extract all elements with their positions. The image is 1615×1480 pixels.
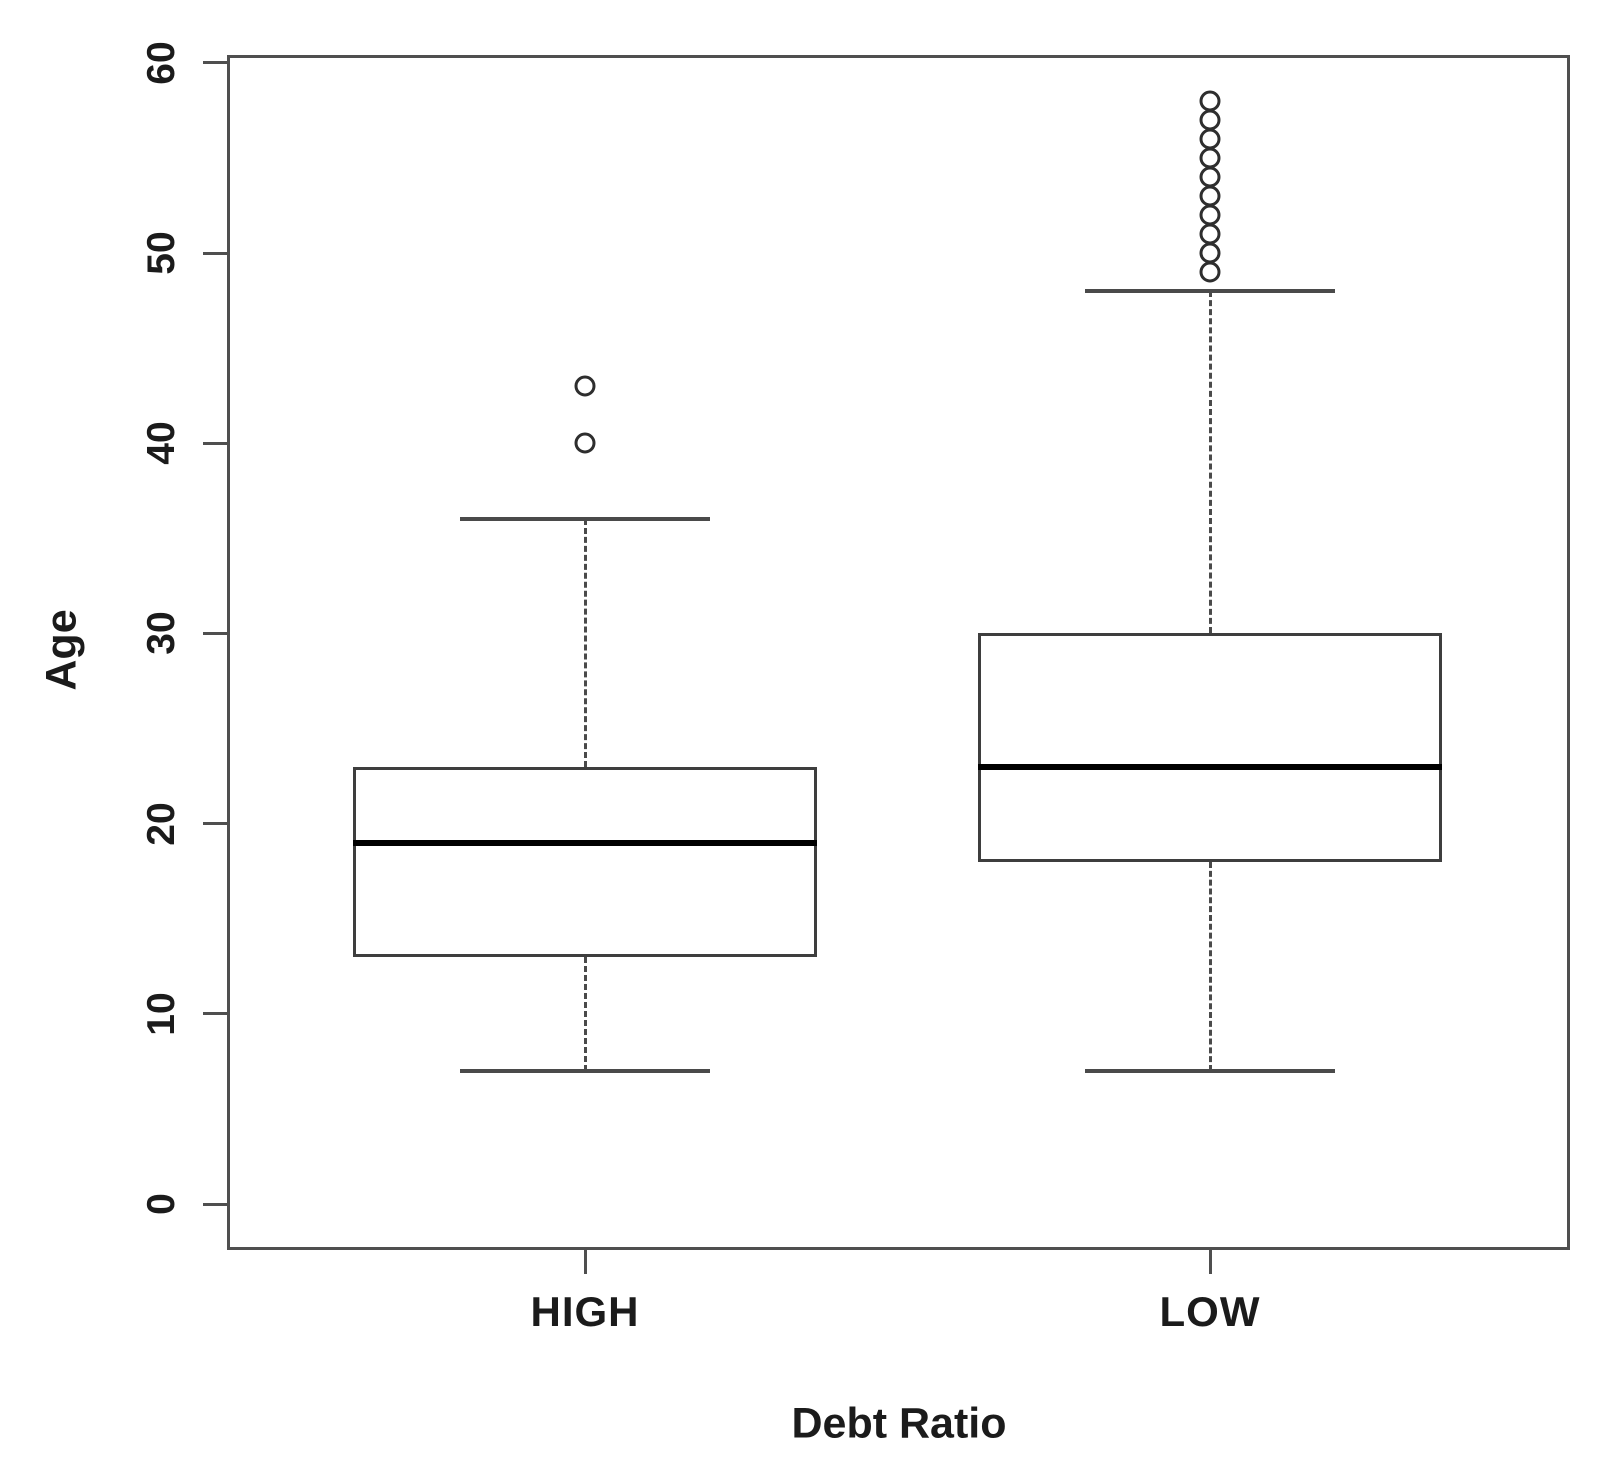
outlier-low-56: [1199, 128, 1221, 150]
outlier-low-57: [1199, 109, 1221, 131]
y-tick: [203, 1202, 227, 1206]
whisker-upper-high: [583, 519, 587, 767]
y-tick-label: 10: [140, 992, 183, 1036]
outlier-low-55: [1199, 147, 1221, 169]
y-tick: [203, 61, 227, 65]
whisker-lower-high: [583, 956, 587, 1071]
y-tick-label: 30: [140, 611, 183, 656]
outlier-low-54: [1199, 166, 1221, 188]
y-axis-title: Age: [37, 609, 86, 691]
median-low: [978, 763, 1442, 770]
y-tick: [203, 631, 227, 635]
box-low: [978, 633, 1442, 862]
outlier-low-49: [1199, 261, 1221, 283]
y-tick-label: 40: [140, 421, 183, 466]
y-tick-label: 50: [140, 231, 183, 275]
outlier-high-43: [574, 375, 596, 397]
box-high: [353, 766, 817, 957]
median-high: [353, 839, 817, 846]
y-tick-label: 20: [140, 801, 183, 846]
outlier-high-40: [574, 432, 596, 454]
y-tick-label: 0: [140, 1193, 183, 1215]
y-tick: [203, 822, 227, 826]
outlier-low-50: [1199, 242, 1221, 264]
outlier-low-53: [1199, 185, 1221, 207]
whisker-upper-low: [1208, 291, 1212, 634]
y-tick: [203, 251, 227, 255]
whisker-cap-upper-high: [460, 517, 710, 522]
x-tick-label-high: HIGH: [530, 1288, 640, 1335]
x-tick-label-low: LOW: [1159, 1288, 1261, 1335]
y-tick: [203, 441, 227, 445]
outlier-low-52: [1199, 204, 1221, 226]
y-tick: [203, 1012, 227, 1016]
x-tick: [1208, 1250, 1212, 1274]
outlier-low-51: [1199, 223, 1221, 245]
y-tick-label: 60: [140, 41, 183, 85]
outlier-low-58: [1199, 90, 1221, 112]
x-tick: [583, 1250, 587, 1274]
x-axis-title: Debt Ratio: [791, 1399, 1007, 1448]
whisker-cap-upper-low: [1085, 289, 1335, 294]
whisker-lower-low: [1208, 861, 1212, 1071]
whisker-cap-lower-low: [1085, 1068, 1335, 1073]
whisker-cap-lower-high: [460, 1068, 710, 1073]
